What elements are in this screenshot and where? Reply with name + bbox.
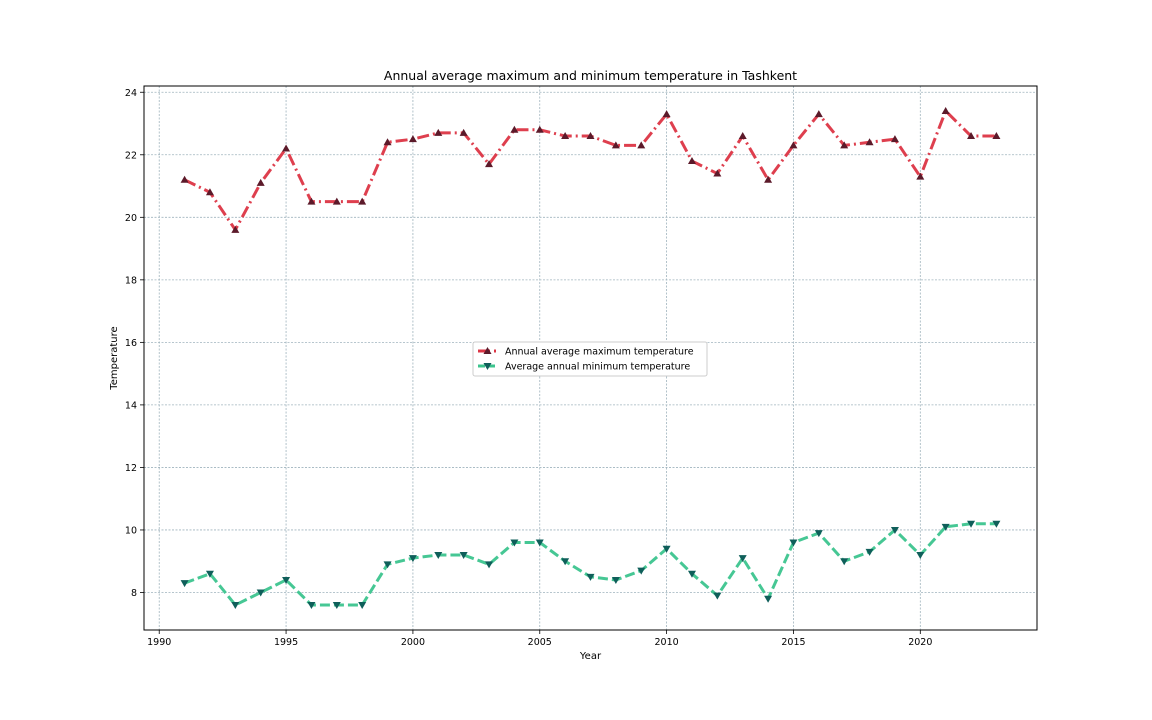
data-point — [358, 197, 367, 205]
data-point — [865, 548, 874, 556]
y-tick-label: 22 — [125, 150, 137, 161]
x-tick-label: 2005 — [528, 637, 552, 648]
data-point — [637, 141, 646, 149]
x-tick-label: 2015 — [781, 637, 805, 648]
legend-marker — [483, 363, 492, 370]
chart-title: Annual average maximum and minimum tempe… — [384, 68, 797, 83]
data-point — [890, 135, 899, 143]
data-point — [510, 539, 519, 547]
legend: Annual average maximum temperature Averag… — [472, 341, 708, 377]
y-tick-label: 14 — [125, 400, 137, 411]
data-point — [992, 132, 1001, 140]
series-max — [180, 107, 1001, 233]
data-point — [687, 570, 696, 578]
data-point — [967, 520, 976, 528]
x-tick-label: 2020 — [908, 637, 932, 648]
plot-frame — [143, 85, 1038, 631]
data-point — [916, 172, 925, 180]
series-layer — [180, 107, 1001, 609]
data-point — [789, 539, 798, 547]
data-point — [840, 558, 849, 566]
data-point — [434, 128, 443, 136]
data-point — [383, 561, 392, 569]
data-point — [205, 188, 214, 196]
y-axis-label: Temperature — [109, 326, 120, 390]
data-point — [408, 135, 417, 143]
y-tick-label: 10 — [125, 525, 137, 536]
data-point — [332, 197, 341, 205]
data-point — [282, 576, 291, 584]
data-point — [890, 526, 899, 534]
data-point — [764, 175, 773, 183]
data-point — [231, 225, 240, 233]
legend-label: Average annual minimum temperature — [505, 362, 690, 373]
legend-marker — [483, 347, 492, 354]
data-point — [840, 141, 849, 149]
data-point — [611, 576, 620, 584]
data-point — [408, 555, 417, 563]
data-point — [941, 107, 950, 115]
data-point — [814, 530, 823, 538]
data-point — [764, 595, 773, 603]
x-tick-label: 1995 — [274, 637, 298, 648]
data-point — [485, 160, 494, 168]
x-tick-label: 2010 — [655, 637, 679, 648]
x-axis-label: Year — [579, 651, 602, 662]
data-point — [231, 601, 240, 609]
data-point — [180, 175, 189, 183]
data-point — [459, 128, 468, 136]
data-point — [967, 132, 976, 140]
data-point — [485, 561, 494, 569]
data-point — [992, 520, 1001, 528]
data-point — [383, 138, 392, 146]
data-point — [789, 141, 798, 149]
data-point — [307, 197, 316, 205]
data-point — [713, 592, 722, 600]
data-point — [535, 125, 544, 133]
data-point — [586, 132, 595, 140]
y-tick-label: 24 — [125, 88, 137, 99]
data-point — [561, 558, 570, 566]
legend-box — [472, 341, 708, 377]
data-point — [941, 523, 950, 531]
data-point — [662, 545, 671, 553]
data-point — [256, 178, 265, 186]
data-point — [535, 539, 544, 547]
data-point — [687, 157, 696, 165]
y-tick-label: 18 — [125, 275, 137, 286]
y-tick-label: 16 — [125, 338, 137, 349]
data-point — [738, 555, 747, 563]
data-point — [814, 110, 823, 118]
data-point — [205, 570, 214, 578]
legend-label: Annual average maximum temperature — [505, 347, 694, 358]
y-axis-ticks: 8 10 12 14 16 18 20 22 24 — [125, 88, 144, 599]
data-point — [561, 132, 570, 140]
y-tick-label: 12 — [125, 463, 137, 474]
y-tick-label: 8 — [131, 588, 137, 599]
y-tick-label: 20 — [125, 213, 137, 224]
data-point — [865, 138, 874, 146]
data-point — [738, 132, 747, 140]
data-point — [282, 144, 291, 152]
data-point — [916, 551, 925, 559]
x-tick-label: 2000 — [401, 637, 425, 648]
data-point — [586, 573, 595, 581]
data-point — [358, 601, 367, 609]
data-point — [256, 589, 265, 597]
data-point — [459, 551, 468, 559]
data-point — [611, 141, 620, 149]
x-tick-label: 1990 — [147, 637, 171, 648]
series-line — [183, 109, 997, 232]
data-point — [637, 567, 646, 575]
x-axis-ticks: 1990 1995 2000 2005 2010 2015 2020 — [147, 630, 932, 648]
series-min — [180, 520, 1001, 609]
data-point — [713, 169, 722, 177]
data-point — [510, 125, 519, 133]
data-point — [332, 601, 341, 609]
data-point — [662, 110, 671, 118]
data-point — [180, 580, 189, 588]
data-point — [434, 551, 443, 559]
data-point — [307, 601, 316, 609]
